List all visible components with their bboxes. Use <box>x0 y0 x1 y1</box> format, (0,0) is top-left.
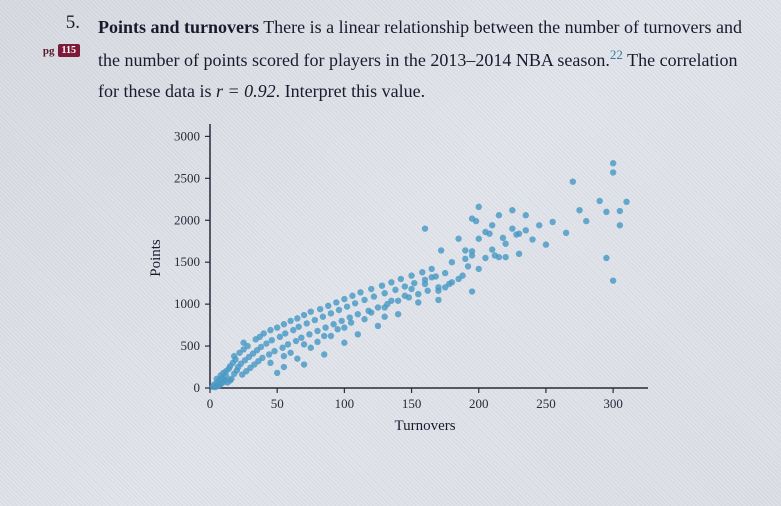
svg-text:50: 50 <box>271 396 284 411</box>
problem-title: Points and turnovers <box>98 17 259 37</box>
svg-text:2500: 2500 <box>174 170 200 185</box>
page-ref: pg 115 <box>20 44 80 57</box>
chart-svg: 0501001502002503000500100015002000250030… <box>140 118 660 438</box>
svg-text:300: 300 <box>603 396 623 411</box>
svg-text:0: 0 <box>194 380 201 395</box>
svg-text:3000: 3000 <box>174 128 200 143</box>
problem-block: 5. pg 115 Points and turnovers There is … <box>20 12 761 108</box>
correlation-value: r = 0.92 <box>216 81 276 101</box>
scatter-chart: 0501001502002503000500100015002000250030… <box>140 118 660 438</box>
textbook-page: 5. pg 115 Points and turnovers There is … <box>0 0 781 448</box>
svg-text:200: 200 <box>469 396 489 411</box>
problem-sentence-3: . Interpret this value. <box>276 81 425 101</box>
svg-text:500: 500 <box>181 338 201 353</box>
problem-text: Points and turnovers There is a linear r… <box>98 12 761 108</box>
problem-number: 5. <box>20 12 80 34</box>
margin-column: 5. pg 115 <box>20 12 80 57</box>
svg-text:1000: 1000 <box>174 296 200 311</box>
svg-text:0: 0 <box>207 396 214 411</box>
svg-text:150: 150 <box>402 396 422 411</box>
svg-text:250: 250 <box>536 396 556 411</box>
page-ref-label: pg <box>43 45 55 57</box>
svg-text:1500: 1500 <box>174 254 200 269</box>
svg-text:2000: 2000 <box>174 212 200 227</box>
svg-text:100: 100 <box>335 396 355 411</box>
svg-text:Turnovers: Turnovers <box>394 418 455 434</box>
page-ref-badge: 115 <box>58 44 80 57</box>
svg-text:Points: Points <box>148 239 164 277</box>
citation-superscript: 22 <box>610 47 623 62</box>
